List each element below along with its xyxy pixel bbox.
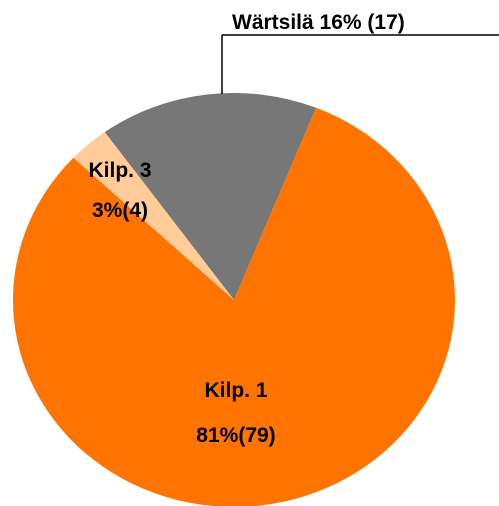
slice-label: Kilp. 1 [204, 379, 267, 402]
pie-slice [73, 132, 234, 300]
pie [13, 93, 455, 506]
pie-slice [13, 107, 455, 506]
slice-label: Kilp. 3 [88, 159, 151, 182]
slice-label: 3%(4) [92, 199, 148, 222]
slice-label: 81%(79) [196, 424, 275, 447]
slice-label: Wärtsilä 16% (17) [232, 11, 405, 34]
pie-slice [104, 93, 317, 300]
